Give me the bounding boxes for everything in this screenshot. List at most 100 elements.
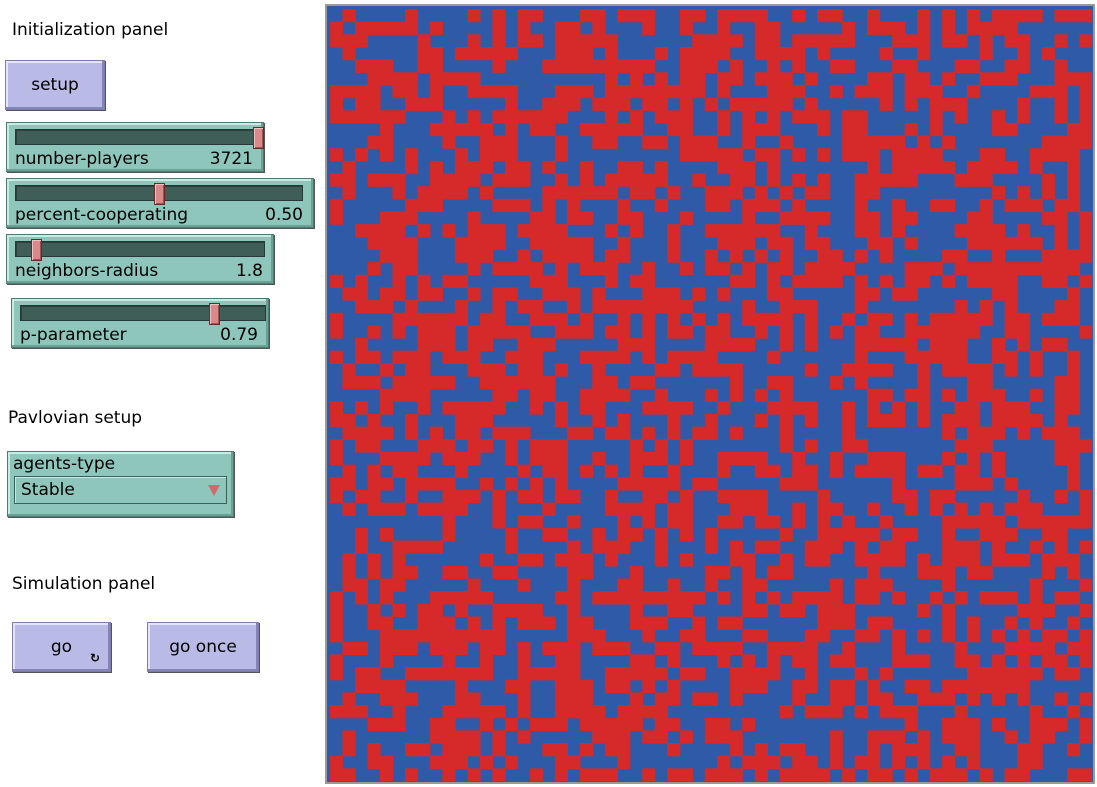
patch: [454, 502, 469, 516]
patch: [604, 274, 618, 289]
world-view[interactable]: [325, 4, 1095, 784]
slider-thumb[interactable]: [208, 303, 220, 325]
patch: [779, 84, 793, 99]
patch: [679, 527, 693, 542]
patch: [892, 705, 906, 719]
patch: [742, 312, 756, 326]
patch: [492, 388, 506, 402]
patch: [1067, 198, 1081, 213]
patch: [929, 262, 943, 276]
patch: [492, 489, 506, 504]
patch: [879, 135, 893, 149]
patch: [617, 338, 631, 352]
patch: [942, 363, 956, 377]
go-once-button[interactable]: go once: [147, 622, 259, 672]
patch: [392, 236, 406, 251]
patch: [804, 72, 818, 86]
agents-type-dropdown[interactable]: Stable: [14, 476, 227, 504]
slider-track[interactable]: [15, 127, 264, 149]
patch: [654, 160, 668, 175]
patch: [330, 274, 344, 289]
patch: [542, 236, 556, 251]
patch: [330, 97, 344, 111]
patch: [529, 489, 543, 504]
patch: [392, 464, 406, 478]
patch: [642, 350, 656, 364]
patch: [817, 603, 831, 618]
patch: [429, 84, 444, 99]
patch: [629, 376, 643, 390]
patch: [1079, 578, 1092, 592]
patch: [617, 426, 631, 440]
patch: [954, 515, 968, 529]
patch: [779, 186, 793, 200]
patch: [629, 274, 643, 289]
patch: [642, 312, 656, 326]
patch: [592, 34, 606, 48]
slider-thumb[interactable]: [252, 127, 264, 149]
patch: [529, 477, 543, 491]
patch: [542, 743, 556, 757]
patch: [892, 755, 906, 769]
setup-button[interactable]: setup: [5, 60, 105, 110]
patch: [729, 34, 743, 48]
agents-type-chooser[interactable]: agents-type Stable: [7, 451, 234, 517]
patch: [867, 72, 881, 86]
patch: [829, 376, 843, 390]
patch: [1079, 730, 1092, 744]
patch: [467, 591, 481, 605]
patch: [967, 224, 981, 238]
patch: [654, 72, 668, 86]
slider-track[interactable]: [15, 239, 265, 261]
patch: [867, 186, 881, 200]
patch: [854, 135, 868, 149]
slider-track[interactable]: [20, 303, 266, 325]
neighbors-radius-slider[interactable]: neighbors-radius 1.8: [6, 234, 274, 284]
patch: [392, 603, 406, 618]
percent-cooperating-slider[interactable]: percent-cooperating 0.50: [6, 178, 314, 228]
patch: [804, 338, 818, 352]
patch: [992, 224, 1006, 238]
patch: [767, 110, 781, 124]
patch: [379, 363, 394, 377]
patch: [642, 59, 656, 73]
patch: [404, 376, 419, 390]
patch: [779, 72, 793, 86]
patch: [779, 426, 793, 440]
patch: [517, 338, 531, 352]
patch: [992, 426, 1006, 440]
patch: [592, 451, 606, 466]
patch: [1067, 464, 1081, 478]
patch: [792, 34, 806, 48]
patch: [879, 312, 893, 326]
patch: [742, 578, 756, 592]
patch: [404, 743, 419, 757]
number-players-slider[interactable]: number-players 3721: [6, 122, 264, 172]
patch: [442, 667, 456, 681]
go-button[interactable]: go ↻: [12, 622, 111, 672]
patch: [367, 110, 381, 124]
patch: [842, 654, 856, 668]
slider-thumb[interactable]: [154, 183, 165, 205]
patch: [454, 426, 469, 440]
patch: [804, 629, 818, 643]
patch: [330, 477, 344, 491]
slider-thumb[interactable]: [30, 239, 42, 261]
slider-track[interactable]: [15, 183, 303, 205]
patch: [479, 641, 493, 656]
patch: [417, 451, 431, 466]
patch: [504, 110, 518, 124]
patch: [542, 338, 556, 352]
patch: [679, 211, 693, 225]
patch: [504, 148, 518, 162]
patch: [942, 768, 956, 781]
patch: [554, 692, 568, 706]
patch: [1017, 679, 1031, 694]
patch: [629, 565, 643, 580]
patch: [492, 705, 506, 719]
patch: [717, 9, 731, 23]
patch: [854, 211, 868, 225]
p-parameter-slider[interactable]: p-parameter 0.79: [11, 298, 269, 348]
patch: [1004, 21, 1018, 35]
patch: [629, 122, 643, 137]
